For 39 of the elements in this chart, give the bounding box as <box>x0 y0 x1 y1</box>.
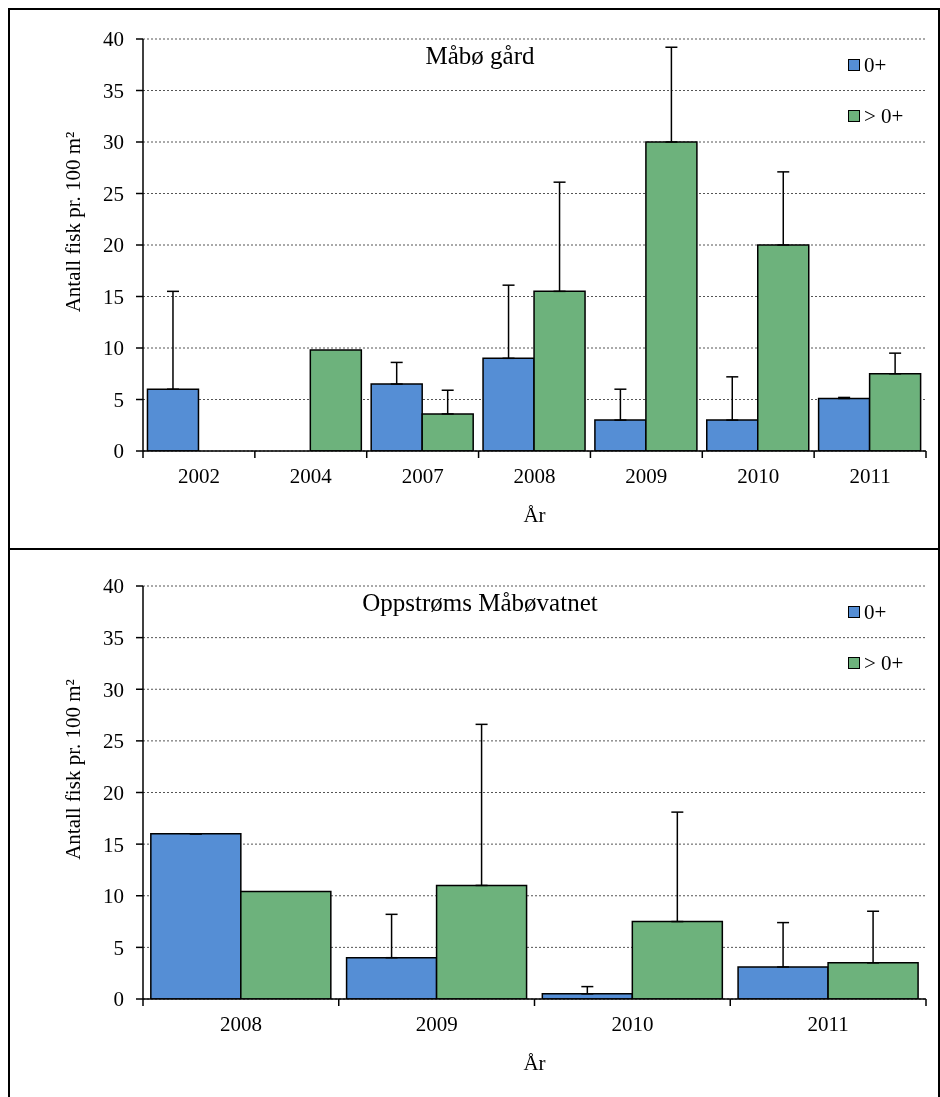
y-tick-label: 0 <box>113 439 124 464</box>
y-axis-title: Antall fisk pr. 100 m² <box>61 131 85 313</box>
x-tick-label: 2009 <box>625 464 668 488</box>
y-tick-label: 30 <box>103 130 124 155</box>
x-tick-label: 2009 <box>415 1012 458 1036</box>
y-tick-label: 30 <box>103 677 124 702</box>
y-tick-label: 35 <box>103 626 124 651</box>
y-tick-label: 10 <box>103 884 124 909</box>
y-tick-label: 0 <box>113 987 124 1012</box>
y-tick-label: 20 <box>103 780 124 805</box>
x-tick-label: 2004 <box>289 464 333 488</box>
x-tick-label: 2008 <box>219 1012 262 1036</box>
y-tick-label: 20 <box>103 233 124 258</box>
x-tick-label: 2010 <box>611 1012 654 1036</box>
y-axis-title: Antall fisk pr. 100 m² <box>61 679 85 860</box>
x-tick-label: 2008 <box>513 464 556 488</box>
y-tick-label: 5 <box>113 935 124 960</box>
x-tick-label: 2011 <box>807 1012 849 1036</box>
y-tick-label: 40 <box>103 574 124 599</box>
y-tick-label: 25 <box>103 181 124 206</box>
y-tick-label: 10 <box>103 336 124 361</box>
y-tick-label: 35 <box>103 78 124 103</box>
x-tick-label: 2007 <box>401 464 444 488</box>
x-tick-label: 2002 <box>177 464 220 488</box>
legend-label: 0+ <box>864 599 887 625</box>
x-tick-label: 2010 <box>737 464 780 488</box>
chart-title: Oppstrøms Måbøvatnet <box>362 589 598 617</box>
legend-label: 0+ <box>864 52 887 78</box>
chart-title: Måbø gård <box>425 42 535 70</box>
x-axis-title: År <box>523 1051 546 1075</box>
legend-label: > 0+ <box>864 103 904 129</box>
y-tick-label: 15 <box>103 832 124 857</box>
legend-label: > 0+ <box>864 650 904 676</box>
y-tick-label: 40 <box>103 27 124 52</box>
x-axis-title: År <box>523 503 546 527</box>
y-tick-label: 25 <box>103 729 124 754</box>
y-tick-label: 15 <box>103 284 124 309</box>
y-tick-label: 5 <box>113 387 124 412</box>
x-tick-label: 2011 <box>849 464 891 488</box>
